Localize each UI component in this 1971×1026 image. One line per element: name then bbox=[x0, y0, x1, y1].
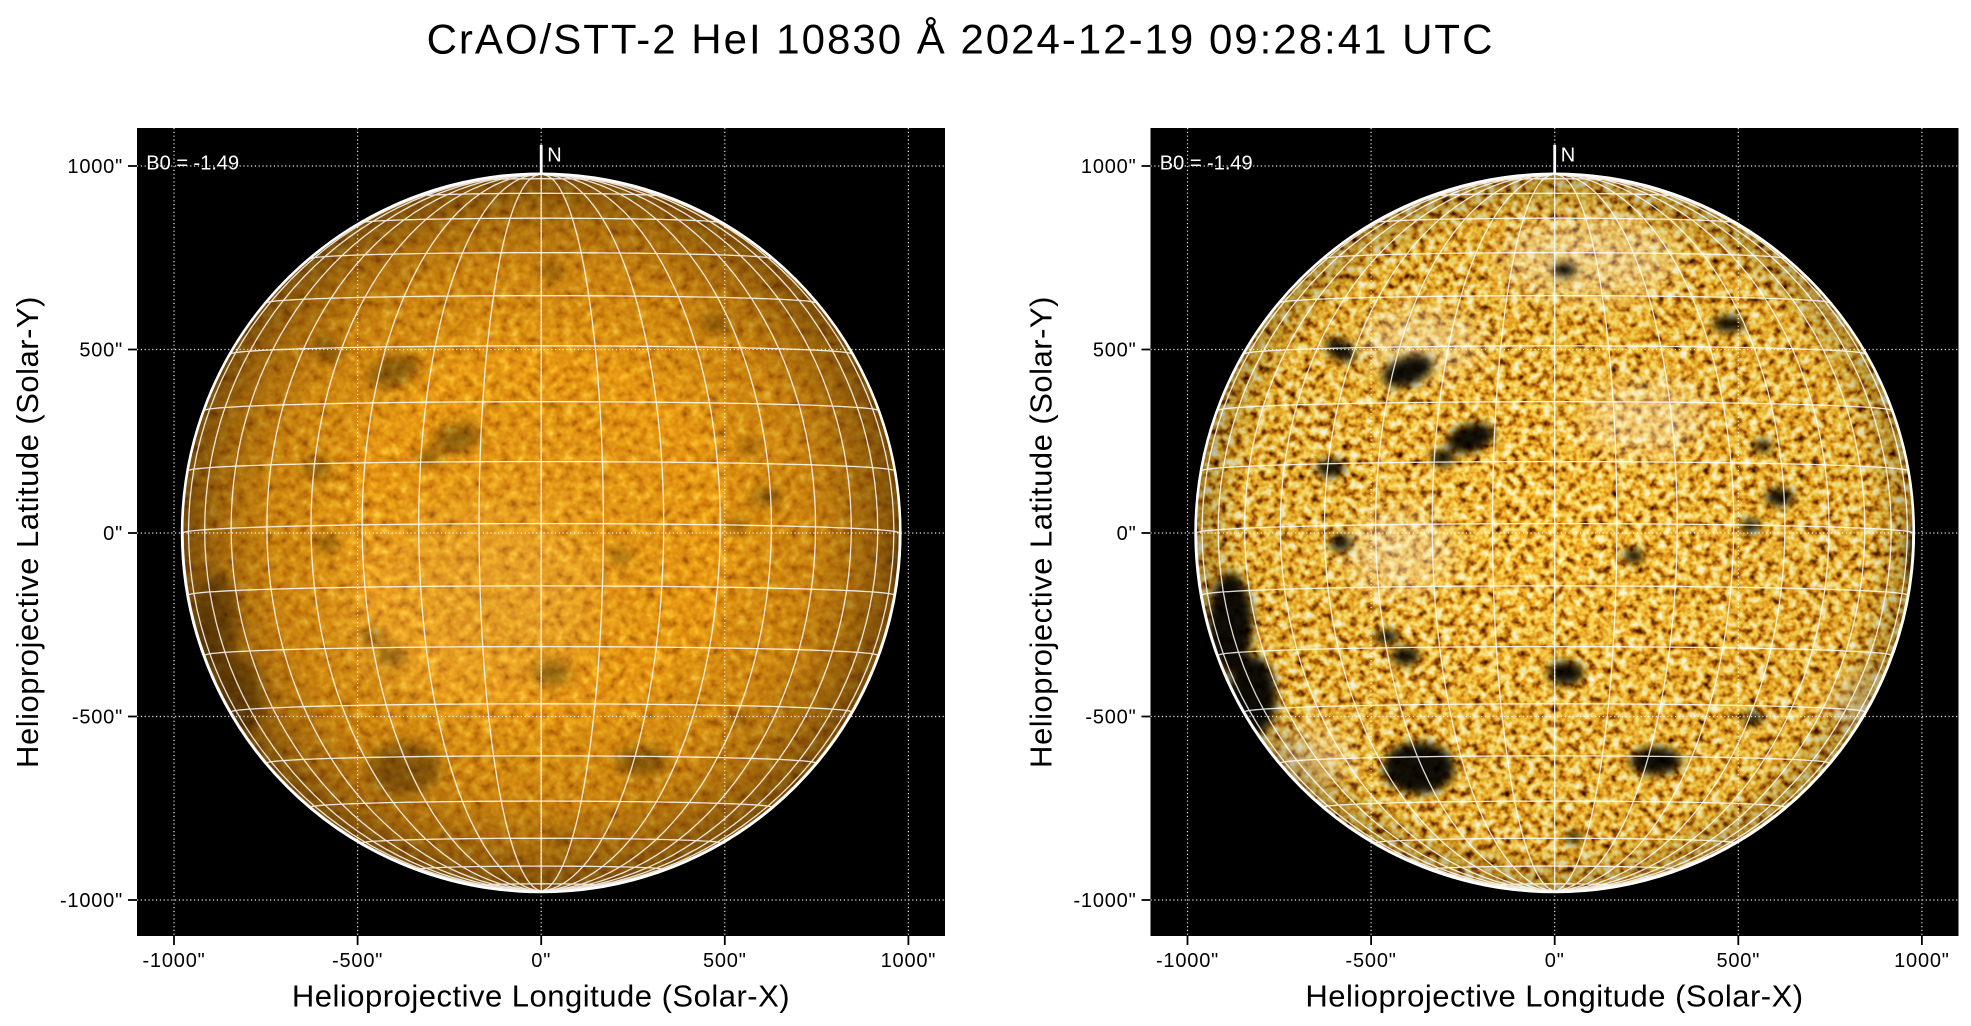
svg-text:N: N bbox=[1561, 145, 1575, 167]
svg-text:Helioprojective Longitude (Sol: Helioprojective Longitude (Solar-X) bbox=[292, 979, 790, 1014]
svg-text:0": 0" bbox=[1117, 523, 1137, 545]
svg-text:Helioprojective Latitude (Sola: Helioprojective Latitude (Solar-Y) bbox=[1024, 296, 1059, 768]
svg-text:1000": 1000" bbox=[1894, 950, 1950, 972]
svg-text:500": 500" bbox=[79, 340, 123, 362]
svg-text:1000": 1000" bbox=[67, 156, 123, 178]
svg-text:Helioprojective Longitude (Sol: Helioprojective Longitude (Solar-X) bbox=[1305, 979, 1803, 1014]
svg-text:B0 = -1.49: B0 = -1.49 bbox=[146, 153, 239, 175]
svg-text:-1000": -1000" bbox=[1073, 890, 1136, 912]
svg-text:1000": 1000" bbox=[881, 950, 937, 972]
svg-text:-1000": -1000" bbox=[60, 890, 123, 912]
svg-text:-500": -500" bbox=[72, 707, 123, 729]
svg-text:0": 0" bbox=[531, 950, 551, 972]
svg-text:500": 500" bbox=[1093, 340, 1137, 362]
svg-text:CrAO/STT-2 HeI 10830 Å 2024-12: CrAO/STT-2 HeI 10830 Å 2024-12-19 09:28:… bbox=[427, 16, 1495, 63]
svg-text:-500": -500" bbox=[332, 950, 383, 972]
svg-text:-1000": -1000" bbox=[142, 950, 205, 972]
svg-text:N: N bbox=[547, 145, 561, 167]
svg-text:-500": -500" bbox=[1346, 950, 1397, 972]
svg-text:0": 0" bbox=[1545, 950, 1565, 972]
svg-text:500": 500" bbox=[1716, 950, 1760, 972]
svg-text:-1000": -1000" bbox=[1156, 950, 1219, 972]
svg-text:B0 = -1.49: B0 = -1.49 bbox=[1160, 153, 1253, 175]
svg-text:500": 500" bbox=[703, 950, 747, 972]
svg-text:0": 0" bbox=[103, 523, 123, 545]
svg-text:1000": 1000" bbox=[1081, 156, 1137, 178]
svg-text:-500": -500" bbox=[1085, 707, 1136, 729]
svg-text:Helioprojective Latitude (Sola: Helioprojective Latitude (Solar-Y) bbox=[10, 296, 45, 768]
